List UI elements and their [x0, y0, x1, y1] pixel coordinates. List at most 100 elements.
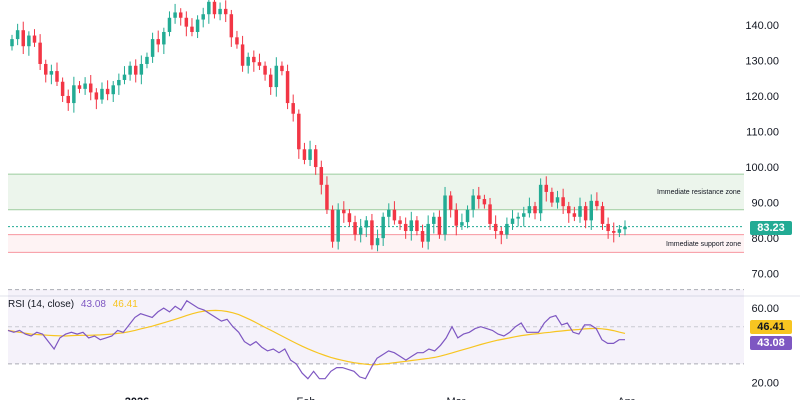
candle [403, 217, 408, 239]
candle-body [482, 199, 487, 205]
candle-body [38, 42, 42, 64]
resistance-zone-label: Immediate resistance zone [657, 189, 741, 196]
candle [280, 61, 284, 76]
candle [207, 0, 211, 24]
candle [111, 81, 115, 103]
rsi-legend: RSI (14, close) 43.08 46.41 [8, 299, 138, 310]
candle [105, 80, 110, 101]
candle [94, 88, 99, 110]
candle-body [252, 56, 256, 63]
candle [139, 55, 144, 85]
candle-body [162, 31, 166, 45]
candle-body [409, 220, 414, 232]
candle-body [353, 222, 357, 235]
candle [561, 188, 565, 214]
candle-body [257, 62, 262, 66]
candle-body [184, 17, 189, 27]
candle-body [342, 209, 346, 214]
candle [477, 186, 481, 209]
candle-body [27, 35, 31, 47]
candle-body [415, 220, 419, 232]
candle [358, 218, 363, 243]
candle [606, 217, 610, 239]
candle [460, 213, 464, 230]
candle-body [381, 216, 385, 239]
candle [319, 160, 324, 195]
candle-body [285, 71, 290, 104]
candle [370, 213, 374, 250]
candle [432, 212, 436, 234]
candle [190, 18, 194, 37]
candle-body [223, 8, 228, 15]
candle [589, 194, 594, 230]
candle [167, 11, 172, 37]
candle [117, 73, 121, 95]
candle [330, 205, 335, 248]
rsi-band [8, 289, 744, 364]
candle [100, 82, 104, 104]
candle [55, 62, 59, 87]
candle [488, 197, 492, 230]
candle-body [443, 195, 447, 235]
candle-body [229, 14, 234, 38]
rsi-legend-label: RSI (14, close) [8, 299, 75, 310]
candle [184, 11, 189, 37]
price-axis-tick: 110.00 [746, 127, 779, 139]
candle-body [218, 8, 222, 15]
candle-body [280, 65, 284, 72]
candle-body [308, 149, 312, 160]
candle-body [358, 227, 363, 235]
candle [482, 194, 487, 209]
candle [72, 76, 76, 113]
candle-body [550, 191, 554, 203]
candle-body [263, 65, 267, 75]
candle-body [195, 19, 200, 32]
candle-body [173, 12, 177, 18]
candle [448, 191, 453, 218]
time-axis-tick: Mar [447, 396, 466, 400]
candle [527, 197, 532, 218]
candle-body [437, 216, 442, 235]
candle-body [370, 220, 374, 246]
candle [229, 9, 234, 47]
candle [128, 61, 132, 81]
candle-body [595, 200, 599, 207]
candle-body [297, 113, 301, 150]
candle-body [606, 223, 610, 232]
candle-body [156, 39, 160, 45]
candle [583, 201, 588, 229]
candle [291, 94, 295, 122]
candle-body [612, 231, 616, 233]
candlestick-series[interactable] [10, 0, 627, 252]
support-zone-label: Immediate support zone [666, 241, 742, 248]
rsi-pane [7, 289, 744, 380]
candle [195, 15, 200, 39]
candle [173, 3, 177, 24]
candle [572, 206, 577, 222]
candle [342, 201, 346, 223]
candle-body [190, 26, 194, 32]
candle-body [291, 103, 295, 114]
candle-body [617, 229, 622, 233]
candle [88, 74, 93, 101]
candle [471, 189, 475, 218]
candle [623, 220, 627, 236]
candle [567, 201, 571, 223]
candle [302, 142, 307, 165]
rsi-axis-tick: 20.00 [751, 377, 779, 389]
current-price-tag: 83.23 [750, 221, 792, 235]
price-axis-tick: 70.00 [751, 269, 779, 281]
candle [347, 208, 352, 227]
candle-body [420, 231, 425, 242]
candle-body [567, 206, 571, 214]
candle [555, 190, 560, 209]
candle [274, 57, 279, 97]
candle [499, 226, 504, 245]
candle-body [538, 184, 543, 214]
candle-body [477, 195, 481, 200]
time-axis-tick: 2026 [125, 396, 149, 400]
candle [600, 201, 605, 230]
rsi-ma-line [7, 309, 626, 366]
candle [122, 66, 127, 85]
